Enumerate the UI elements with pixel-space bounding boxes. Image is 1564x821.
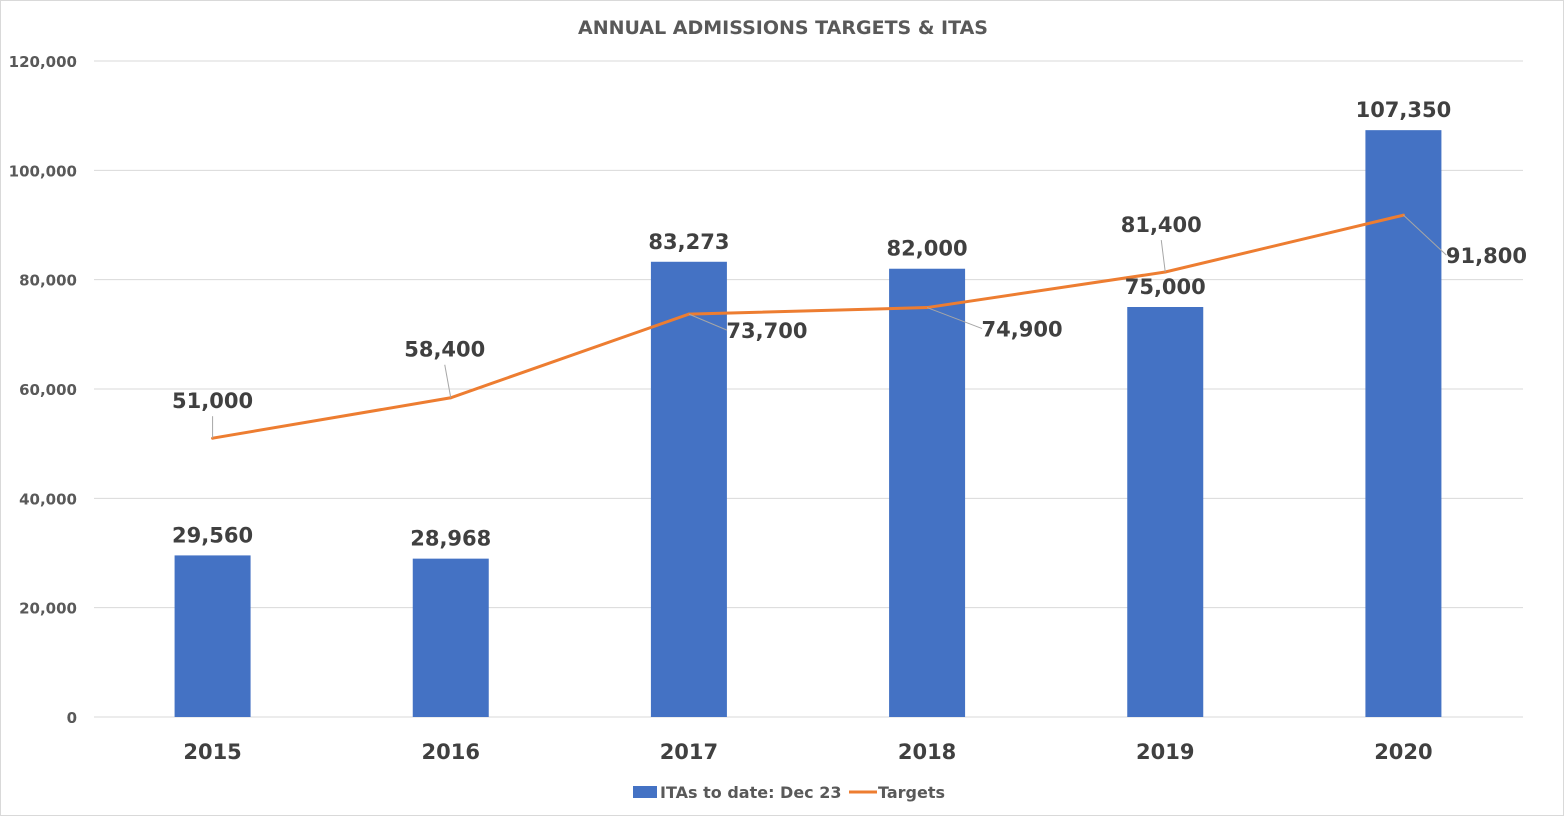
x-tick-label: 2018 <box>898 740 956 764</box>
x-tick-label: 2017 <box>660 740 718 764</box>
line-data-label: 91,800 <box>1446 244 1527 268</box>
bar <box>412 558 489 717</box>
legend-swatch-itas <box>633 786 657 798</box>
x-tick-label: 2019 <box>1136 740 1194 764</box>
chart-title: ANNUAL ADMISSIONS TARGETS & ITAS <box>578 17 988 39</box>
x-tick-label: 2015 <box>183 740 241 764</box>
y-tick-label: 100,000 <box>9 162 77 180</box>
x-tick-label: 2020 <box>1374 740 1432 764</box>
bar <box>1365 130 1442 718</box>
bar-data-label: 107,350 <box>1356 98 1452 122</box>
bar <box>889 268 966 717</box>
bar-data-label: 75,000 <box>1125 275 1206 299</box>
legend-label-itas: ITAs to date: Dec 23 <box>660 783 841 802</box>
line-data-label: 58,400 <box>404 338 485 362</box>
bar-data-label: 28,968 <box>410 527 491 551</box>
leader-line <box>1160 239 1166 273</box>
targets-line <box>212 213 1404 440</box>
bar <box>1127 307 1204 717</box>
leader-line <box>688 313 728 331</box>
bar <box>650 261 727 717</box>
bar-data-label: 29,560 <box>172 523 253 547</box>
bar-data-label: 83,273 <box>648 230 729 254</box>
legend-label-targets: Targets <box>878 783 945 802</box>
leader-line <box>1403 214 1447 256</box>
y-tick-label: 20,000 <box>19 600 77 618</box>
legend: ITAs to date: Dec 23 Targets <box>633 783 945 802</box>
line-data-label: 81,400 <box>1121 213 1202 237</box>
line-data-label: 74,900 <box>982 318 1063 342</box>
y-tick-label: 120,000 <box>9 53 77 71</box>
y-tick-label: 40,000 <box>19 490 77 508</box>
line-data-label: 73,700 <box>726 319 807 343</box>
leader-line <box>444 364 452 398</box>
leader-line <box>926 307 983 330</box>
y-tick-label: 80,000 <box>19 272 77 290</box>
y-tick-label: 60,000 <box>19 381 77 399</box>
y-tick-label: 0 <box>67 709 77 727</box>
bar-data-label: 82,000 <box>887 237 968 261</box>
bar <box>174 555 251 717</box>
x-tick-label: 2016 <box>422 740 480 764</box>
line-data-label: 51,000 <box>172 389 253 413</box>
